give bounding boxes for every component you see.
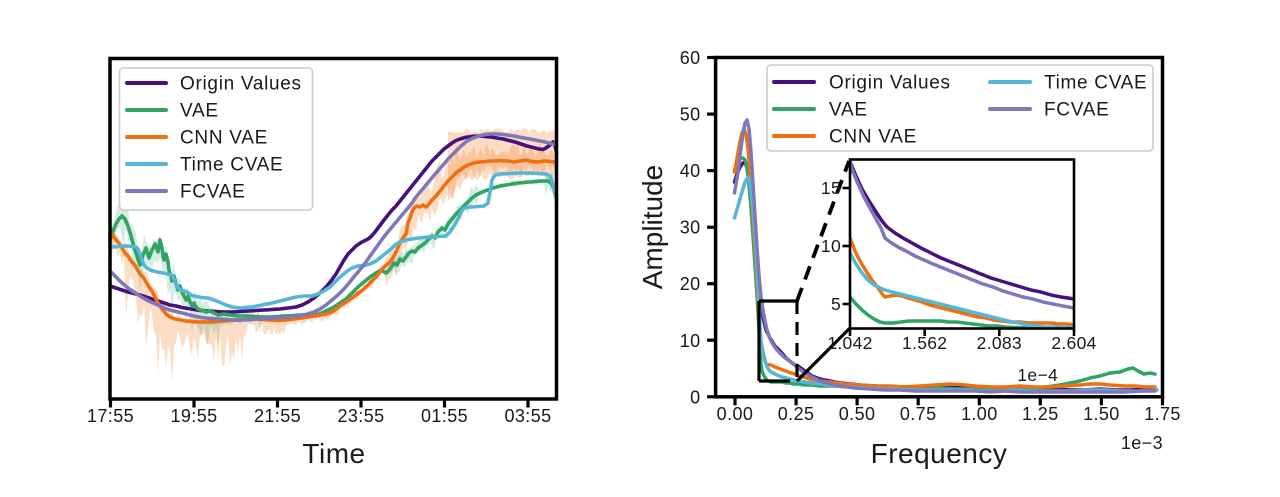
svg-text:Time CVAE: Time CVAE	[1044, 73, 1147, 94]
svg-text:Time CVAE: Time CVAE	[180, 155, 283, 176]
svg-text:15: 15	[821, 178, 841, 198]
svg-text:60: 60	[680, 48, 701, 68]
svg-text:21:55: 21:55	[254, 406, 301, 426]
svg-text:Origin Values: Origin Values	[829, 73, 951, 94]
svg-text:40: 40	[680, 161, 701, 181]
svg-text:1e−3: 1e−3	[1121, 433, 1163, 453]
svg-text:0.25: 0.25	[778, 404, 815, 424]
svg-text:1.042: 1.042	[827, 333, 872, 353]
svg-text:Origin Values: Origin Values	[180, 74, 302, 95]
svg-text:0: 0	[690, 387, 700, 407]
svg-text:FCVAE: FCVAE	[1044, 100, 1109, 121]
svg-text:0.75: 0.75	[900, 404, 937, 424]
svg-text:03:55: 03:55	[504, 406, 551, 426]
svg-text:CNN VAE: CNN VAE	[180, 128, 268, 149]
svg-text:01:55: 01:55	[421, 406, 468, 426]
svg-text:1.50: 1.50	[1083, 404, 1120, 424]
svg-text:Amplitude: Amplitude	[637, 165, 668, 290]
svg-text:20: 20	[680, 274, 701, 294]
svg-text:Time: Time	[302, 438, 365, 469]
svg-text:VAE: VAE	[829, 100, 868, 121]
svg-text:50: 50	[680, 105, 701, 125]
svg-text:5: 5	[831, 294, 841, 314]
svg-text:10: 10	[821, 236, 841, 256]
svg-text:17:55: 17:55	[87, 406, 134, 426]
svg-text:0.50: 0.50	[839, 404, 876, 424]
svg-text:1.00: 1.00	[961, 404, 998, 424]
svg-text:FCVAE: FCVAE	[180, 182, 245, 203]
svg-text:19:55: 19:55	[170, 406, 217, 426]
svg-text:Frequency: Frequency	[871, 438, 1008, 469]
svg-text:2.604: 2.604	[1051, 333, 1096, 353]
svg-text:10: 10	[680, 331, 701, 351]
svg-text:1.562: 1.562	[902, 333, 947, 353]
svg-text:1e−4: 1e−4	[1017, 365, 1058, 385]
svg-text:VAE: VAE	[180, 101, 219, 122]
svg-text:23:55: 23:55	[337, 406, 384, 426]
svg-text:0.00: 0.00	[717, 404, 754, 424]
svg-text:1.25: 1.25	[1022, 404, 1059, 424]
svg-text:30: 30	[680, 218, 701, 238]
svg-text:2.083: 2.083	[977, 333, 1022, 353]
svg-text:CNN VAE: CNN VAE	[829, 127, 917, 148]
svg-text:1.75: 1.75	[1144, 404, 1181, 424]
